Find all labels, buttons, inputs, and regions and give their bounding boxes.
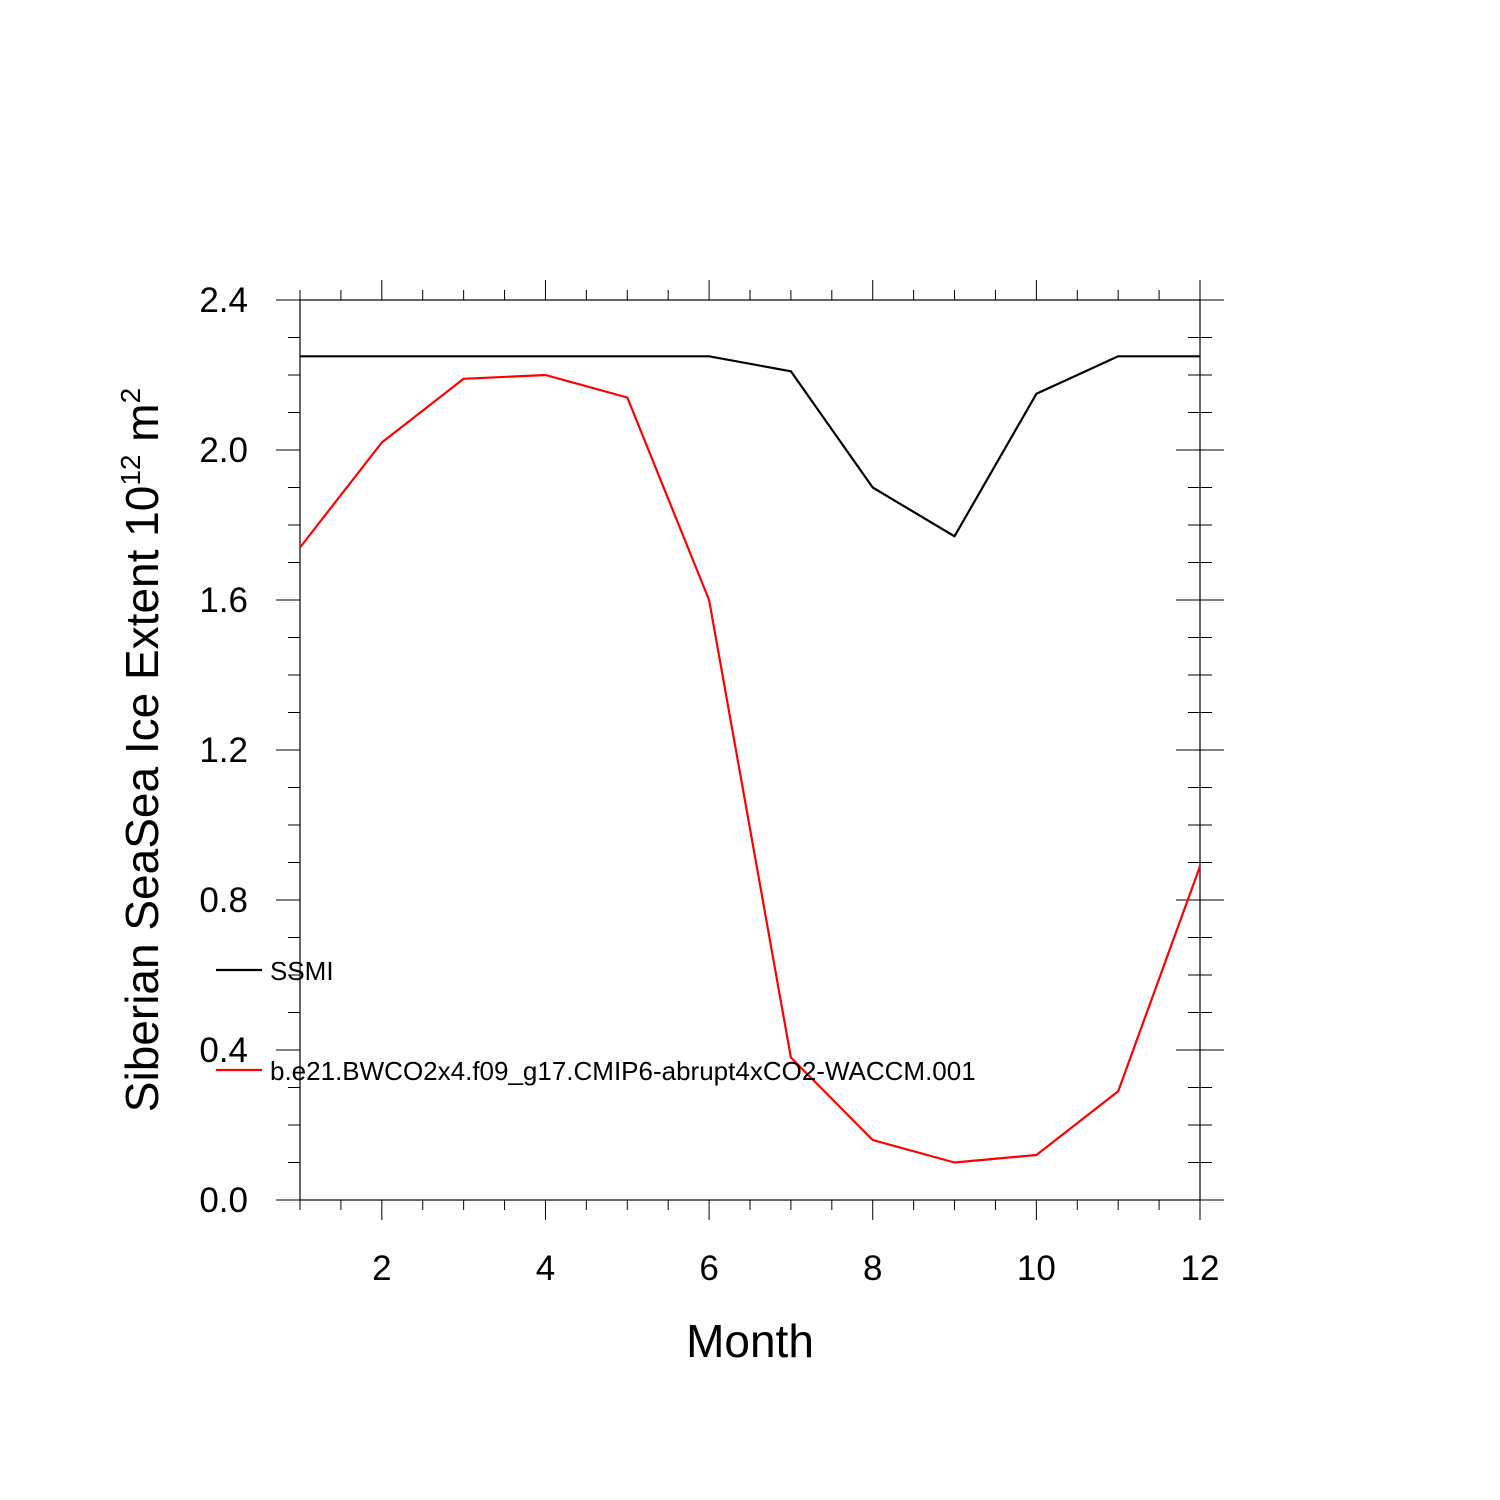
x-tick-label: 8 xyxy=(863,1249,882,1288)
legend-label-2: b.e21.BWCO2x4.f09_g17.CMIP6-abrupt4xCO2-… xyxy=(270,1056,976,1086)
y-axis-title-unit: m xyxy=(116,403,168,454)
legend-label-1: SSMI xyxy=(270,956,334,986)
y-tick-label: 1.6 xyxy=(199,581,248,620)
y-tick-label: 2.4 xyxy=(199,281,248,320)
x-tick-label: 4 xyxy=(536,1249,555,1288)
y-tick-label: 0.8 xyxy=(199,881,248,920)
y-axis-title-unit-exponent: 2 xyxy=(115,388,146,404)
series-line-2 xyxy=(299,373,1202,1164)
x-tick-label: 10 xyxy=(1017,1249,1056,1288)
y-tick-label: 2.0 xyxy=(199,431,248,470)
legend: SSMI b.e21.BWCO2x4.f09_g17.CMIP6-abrupt4x… xyxy=(216,956,976,1086)
y-tick-label: 1.2 xyxy=(199,731,248,770)
x-tick-label: 12 xyxy=(1181,1249,1220,1288)
series-line-1 xyxy=(300,355,1200,538)
y-axis-title-main: Siberian SeaSea Ice Extent 10 xyxy=(116,486,168,1113)
y-tick-label: 0.4 xyxy=(199,1031,248,1070)
series-lines xyxy=(299,355,1202,1164)
x-tick-label: 6 xyxy=(699,1249,718,1288)
axes: 0.0 0.4 0.8 1.2 1.6 2.0 2.4 2 4 6 8 10 12 xyxy=(199,280,1224,1288)
y-axis-title: Siberian SeaSea Ice Extent 1012 m2 xyxy=(115,388,168,1112)
y-axis-title-exponent: 12 xyxy=(115,455,146,486)
y-tick-label: 0.0 xyxy=(199,1181,248,1220)
x-axis-title: Month xyxy=(686,1315,814,1367)
x-tick-label: 2 xyxy=(372,1249,391,1288)
